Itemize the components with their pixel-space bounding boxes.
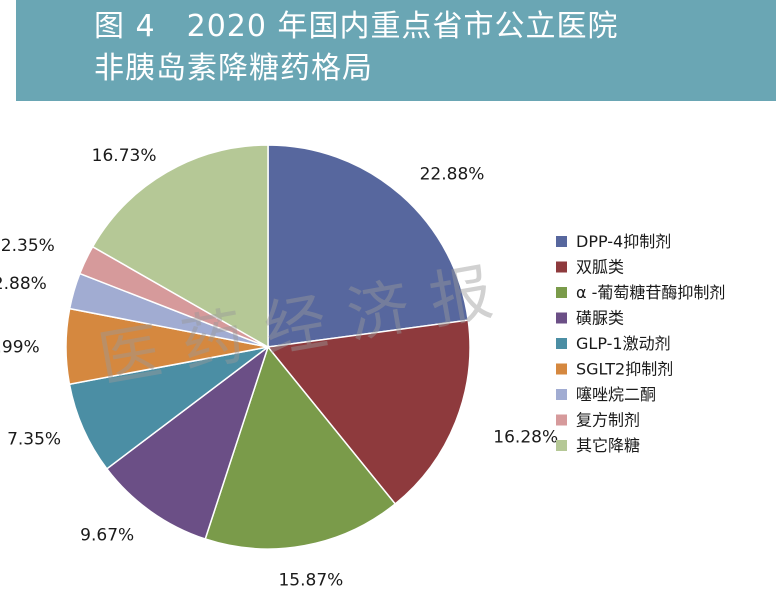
legend-swatch-2 xyxy=(556,261,567,273)
pie-data-label-9: 16.73% xyxy=(92,146,157,166)
legend-label-1: DPP-4抑制剂 xyxy=(576,232,671,251)
legend-label-4: 磺脲类 xyxy=(576,309,624,328)
pie-data-label-7: 2.88% xyxy=(0,274,47,294)
pie-data-label-6: 5.99% xyxy=(0,337,40,357)
legend-label-8: 复方制剂 xyxy=(576,411,640,430)
legend-swatch-4 xyxy=(556,312,567,324)
pie-data-label-8: 2.35% xyxy=(1,236,55,256)
pie-data-labels: 22.88% 16.28% 15.87% 9.67% 7.35% 5.99% 2.88% 2.… xyxy=(0,146,558,591)
legend-label-5: GLP-1激动剂 xyxy=(576,334,671,353)
legend-swatch-6 xyxy=(556,363,567,375)
pie-slice-9 xyxy=(91,144,269,349)
legend-label-2: 双胍类 xyxy=(576,258,624,277)
legend-label-7: 噻唑烷二酮 xyxy=(576,385,656,404)
pie-data-label-4: 9.67% xyxy=(80,525,134,545)
legend-swatch-9 xyxy=(556,440,567,451)
legend-label-6: SGLT2抑制剂 xyxy=(576,360,673,379)
legend-label-3: α -葡萄糖苷酶抑制剂 xyxy=(576,283,725,302)
legend-swatch-5 xyxy=(556,338,567,349)
pie-slice-3 xyxy=(204,345,397,550)
legend-label-9: 其它降糖 xyxy=(576,436,640,455)
title-banner: 图 4 2020 年国内重点省市公立医院 非胰岛素降糖药格局 xyxy=(16,0,776,101)
pie-slice-1 xyxy=(267,144,470,348)
legend-swatch-3 xyxy=(556,287,567,298)
pie-data-label-5: 7.35% xyxy=(7,430,61,450)
pie-data-label-3: 15.87% xyxy=(278,570,343,590)
pie-slices xyxy=(65,144,471,550)
legend-swatch-7 xyxy=(556,389,567,400)
pie-data-label-2: 16.28% xyxy=(493,428,558,448)
pie-slice-4 xyxy=(105,344,270,540)
legend-swatch-1 xyxy=(556,236,567,247)
chart-title-line-1: 图 4 2020 年国内重点省市公立医院 xyxy=(94,9,619,44)
pie-data-label-1: 22.88% xyxy=(420,165,485,185)
pie-slice-2 xyxy=(266,319,471,505)
legend-swatch-8 xyxy=(556,414,567,426)
chart-title-line-2: 非胰岛素降糖药格局 xyxy=(94,51,373,86)
